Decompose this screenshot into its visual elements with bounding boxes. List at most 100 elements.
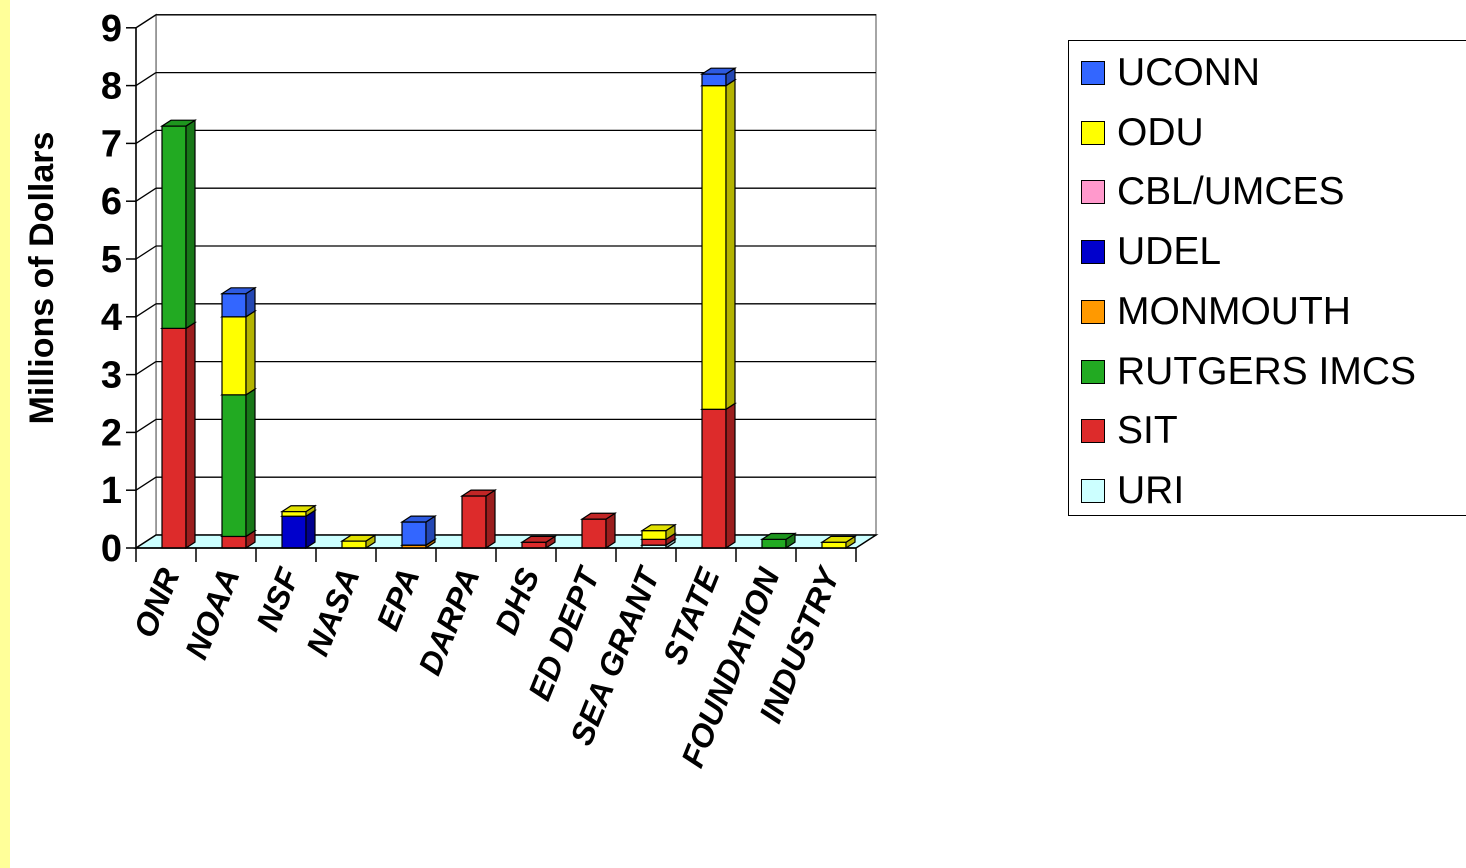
bar-side: [245, 309, 256, 396]
bar-state-odu: [699, 78, 738, 411]
bar-side: [485, 489, 496, 550]
legend-item-uconn: UCONN: [1081, 43, 1260, 103]
bar-front: [701, 73, 727, 87]
bar-top: [759, 532, 798, 540]
legend-label: UDEL: [1117, 230, 1222, 274]
legend-swatch: [1081, 61, 1105, 85]
gridline-side: [135, 418, 157, 433]
y-tick-label: 4: [101, 297, 122, 339]
legend-label: UCONN: [1117, 51, 1260, 94]
bar-top: [459, 489, 498, 497]
legend-label: MONMOUTH: [1117, 289, 1351, 333]
bar-ed-dept-sit: [579, 512, 618, 550]
x-label-nasa: NASA: [299, 563, 366, 661]
legend-label: CBL/UMCES: [1117, 170, 1345, 214]
legend-label: RUTGERS IMCS: [1117, 349, 1417, 393]
bar-epa-uconn: [399, 515, 438, 547]
bar-state-uconn: [699, 67, 738, 87]
bar-front: [461, 495, 487, 549]
bar-front: [401, 521, 427, 546]
left-edge-strip: [0, 0, 10, 868]
bar-front: [161, 327, 187, 549]
legend-item-uri: URI: [1081, 461, 1184, 521]
legend-item-rutgers-imcs: RUTGERS IMCS: [1081, 342, 1416, 402]
back-wall: [155, 14, 877, 536]
x-label-noaa: NOAA: [178, 563, 247, 664]
x-label-epa: EPA: [369, 563, 426, 635]
y-tick-label: 3: [101, 355, 122, 397]
bar-side: [185, 119, 196, 330]
legend-swatch: [1081, 180, 1105, 205]
legend-label: SIT: [1117, 409, 1178, 453]
bar-front: [221, 394, 247, 538]
bar-state-sit: [699, 402, 738, 550]
bar-side: [725, 402, 736, 550]
bar-top: [159, 119, 198, 127]
bar-sea-grant-odu: [639, 523, 678, 541]
bar-side: [245, 387, 256, 538]
y-tick-label: 1: [101, 470, 122, 512]
y-tick-label: 2: [101, 412, 122, 454]
y-tick-label: 6: [101, 181, 122, 223]
bar-top: [519, 535, 558, 543]
x-label-nsf: NSF: [249, 562, 307, 636]
bar-front: [161, 125, 187, 329]
legend-label: ODU: [1117, 110, 1204, 154]
gridline-side: [135, 72, 157, 87]
gridline-side: [135, 361, 157, 376]
bar-front: [701, 84, 727, 410]
bar-side: [725, 78, 736, 411]
y-tick-labels: 0 1 2 3 4 5 6 7 8 9: [101, 8, 122, 570]
bar-top: [819, 535, 858, 543]
bar-noaa-uconn: [219, 286, 258, 318]
bar-front: [341, 540, 367, 549]
legend-item-cbl-umces: CBL/UMCES: [1081, 162, 1345, 222]
bar-onr-sit: [159, 321, 198, 550]
legend-swatch: [1081, 419, 1105, 444]
bar-front: [701, 408, 727, 549]
bar-front: [641, 530, 667, 540]
bar-top: [579, 512, 618, 520]
legend-item-udel: UDEL: [1081, 222, 1221, 282]
legend-swatch: [1081, 120, 1105, 145]
legend-swatch: [1081, 359, 1105, 384]
y-tick-label: 5: [101, 239, 122, 281]
y-tick-label: 9: [101, 8, 122, 50]
legend-item-odu: ODU: [1081, 103, 1204, 163]
bar-onr-rutgers-imcs: [159, 119, 198, 330]
bar-front: [221, 535, 247, 549]
gridline-side: [135, 187, 157, 202]
gridline-side: [135, 245, 157, 260]
legend-item-monmouth: MONMOUTH: [1081, 282, 1351, 342]
bar-top: [219, 287, 258, 295]
bar-dhs-sit: [519, 535, 558, 550]
gridline-side: [135, 129, 157, 144]
gridline-side: [135, 303, 157, 318]
side-wall: [135, 13, 157, 550]
gridline-side: [135, 476, 157, 491]
bar-front: [521, 541, 547, 549]
gridlines: [135, 14, 876, 491]
bar-darpa-sit: [459, 489, 498, 550]
bar-front: [581, 518, 607, 549]
legend-swatch: [1081, 240, 1105, 265]
legend: UCONN ODU CBL/UMCES UDEL MONMOUTH RUTGERS IMC…: [1068, 40, 1466, 516]
bar-front: [221, 293, 247, 318]
x-label-onr: ONR: [126, 563, 186, 642]
x-label-dhs: DHS: [488, 563, 547, 640]
bar-front: [281, 515, 307, 549]
bar-top: [639, 524, 678, 532]
legend-label: URI: [1117, 468, 1185, 512]
bar-top: [279, 505, 318, 513]
bar-top: [699, 67, 738, 75]
bar-industry-odu: [819, 535, 858, 550]
y-axis-title: Millions of Dollars: [23, 132, 61, 425]
bar-front: [821, 541, 847, 549]
bar-noaa-odu: [219, 309, 258, 396]
bar-side: [185, 321, 196, 550]
bar-front: [761, 538, 787, 549]
bar-top: [339, 534, 378, 542]
bar-nasa-odu: [339, 534, 378, 550]
